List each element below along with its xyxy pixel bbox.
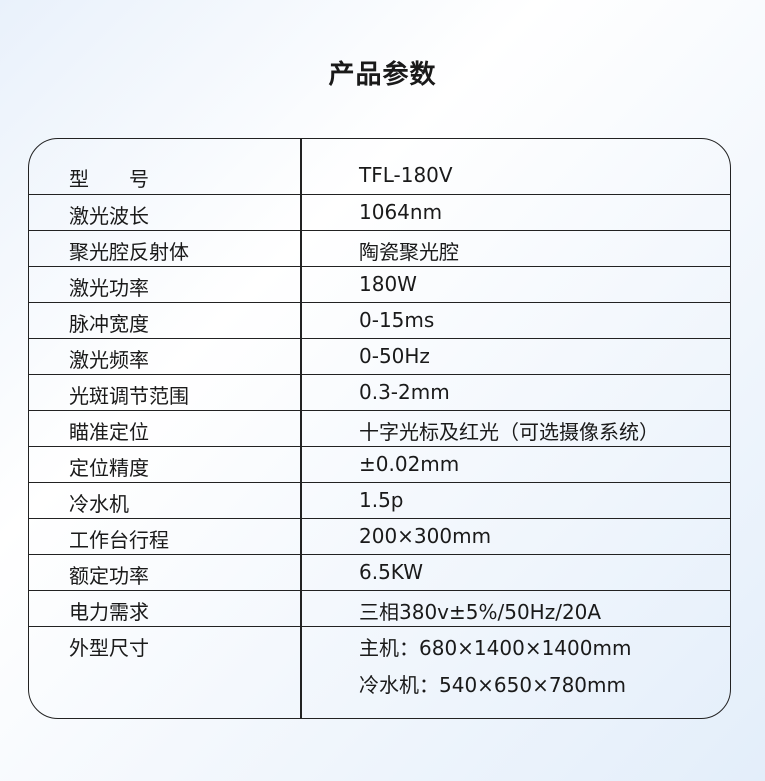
- spec-label: 定位精度: [69, 456, 149, 480]
- spec-value: 6.5KW: [359, 560, 423, 584]
- spec-value: 1.5p: [359, 488, 404, 512]
- spec-value: TFL-180V: [359, 163, 453, 187]
- table-row: 冷水机 1.5p: [29, 483, 730, 519]
- spec-label: 激光频率: [69, 348, 149, 372]
- spec-value: 陶瓷聚光腔: [359, 240, 459, 264]
- spec-label: 工作台行程: [69, 528, 169, 552]
- column-divider: [300, 139, 302, 718]
- spec-value: 0-50Hz: [359, 344, 430, 368]
- spec-value: 主机：680×1400×1400mm: [359, 636, 632, 660]
- spec-label: 型 号: [69, 167, 149, 191]
- table-row: 脉冲宽度 0-15ms: [29, 303, 730, 339]
- spec-table: 型 号 TFL-180V 激光波长 1064nm 聚光腔反射体 陶瓷聚光腔激光功率 180W…: [28, 138, 731, 719]
- spec-value: 0.3-2mm: [359, 380, 450, 404]
- spec-value: 冷水机：540×650×780mm: [359, 673, 627, 697]
- spec-label: 额定功率: [69, 564, 149, 588]
- table-row: 激光波长 1064nm: [29, 195, 730, 231]
- table-row: 光斑调节范围 0.3-2mm: [29, 375, 730, 411]
- spec-label: 激光功率: [69, 276, 149, 300]
- spec-value: 十字光标及红光（可选摄像系统）: [359, 420, 659, 444]
- spec-value: 180W: [359, 272, 417, 296]
- spec-value: 0-15ms: [359, 308, 435, 332]
- table-row: 电力需求 三相380v±5%/50Hz/20A: [29, 591, 730, 627]
- spec-label: 脉冲宽度: [69, 312, 149, 336]
- table-row: 工作台行程 200×300mm: [29, 519, 730, 555]
- spec-label: 冷水机: [69, 492, 129, 516]
- table-row: 外型尺寸 主机：680×1400×1400mm 冷水机：540×650×780mm: [29, 627, 730, 718]
- table-row: 型 号 TFL-180V: [29, 139, 730, 195]
- table-row: 定位精度 ±0.02mm: [29, 447, 730, 483]
- spec-label: 激光波长: [69, 204, 149, 228]
- page-title: 产品参数: [328, 60, 437, 90]
- spec-value: 1064nm: [359, 200, 443, 224]
- table-row: 激光频率 0-50Hz: [29, 339, 730, 375]
- spec-label: 光斑调节范围: [69, 384, 189, 408]
- spec-label: 瞄准定位: [69, 420, 149, 444]
- spec-label: 聚光腔反射体: [69, 240, 189, 264]
- spec-value: 200×300mm: [359, 524, 492, 548]
- table-row: 瞄准定位 十字光标及红光（可选摄像系统）: [29, 411, 730, 447]
- spec-value: 三相380v±5%/50Hz/20A: [359, 600, 602, 624]
- table-row: 聚光腔反射体 陶瓷聚光腔: [29, 231, 730, 267]
- spec-label: 电力需求: [69, 600, 149, 624]
- spec-label: 外型尺寸: [69, 636, 149, 660]
- spec-value: ±0.02mm: [359, 452, 460, 476]
- table-row: 额定功率 6.5KW: [29, 555, 730, 591]
- table-row: 激光功率 180W: [29, 267, 730, 303]
